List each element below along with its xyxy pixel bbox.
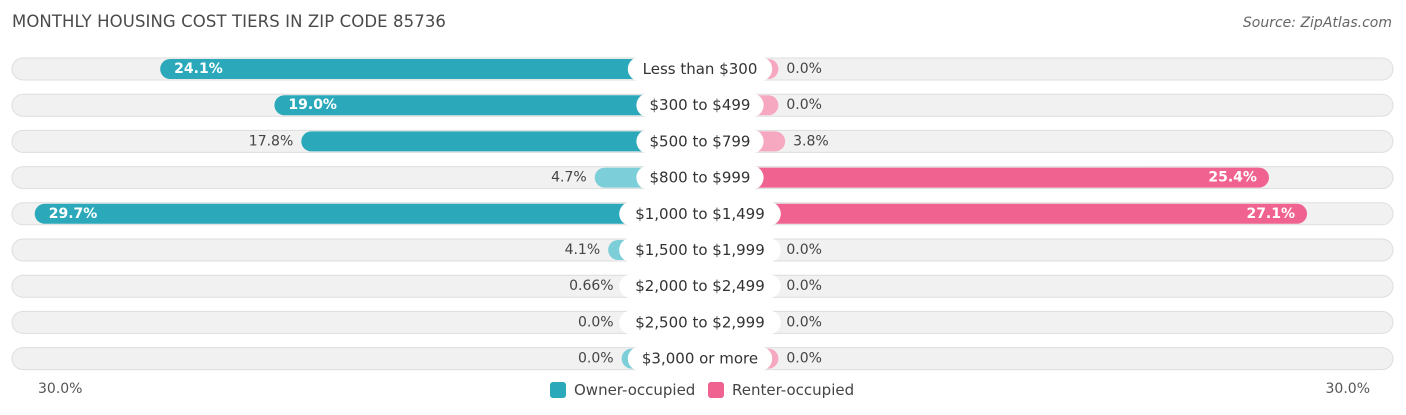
category-label: $1,500 to $1,999 — [635, 241, 765, 259]
renter-bar — [700, 167, 1269, 188]
category-label-background — [619, 310, 781, 335]
renter-value-label: 0.0% — [786, 278, 822, 294]
chart-title: MONTHLY HOUSING COST TIERS IN ZIP CODE 8… — [12, 12, 447, 31]
renter-value-label: 0.0% — [786, 242, 822, 258]
category-label-background — [636, 93, 764, 118]
category-label: $2,500 to $2,999 — [635, 313, 765, 331]
category-label-background — [636, 165, 764, 190]
category-label-background — [627, 57, 773, 81]
source-note: Source: ZipAtlas.com — [1242, 15, 1392, 31]
owner-value-label: 29.7% — [49, 206, 98, 222]
owner-value-label: 0.66% — [569, 278, 613, 294]
legend-owner-swatch — [550, 382, 566, 398]
renter-value-label: 3.8% — [793, 133, 829, 149]
owner-value-label: 17.8% — [249, 133, 293, 149]
chart-canvas: 24.1% 0.0% Less than $300 19.0% 0.0% $300 to … — [11, 57, 1394, 371]
legend-renter-label: Renter-occupied — [732, 381, 855, 399]
category-label: $800 to $999 — [650, 169, 751, 187]
category-label-background — [627, 346, 773, 371]
owner-value-label: 0.0% — [578, 351, 614, 367]
legend-owner: Owner-occupied — [550, 381, 695, 399]
legend: Owner-occupied Renter-occupied — [0, 379, 1406, 401]
legend-renter-swatch — [708, 382, 724, 398]
renter-value-label: 0.0% — [786, 97, 822, 113]
category-label-background — [636, 129, 764, 154]
category-label: $2,000 to $2,499 — [635, 277, 765, 295]
owner-bar — [34, 203, 701, 224]
axis-left-label: 30.0% — [38, 381, 83, 397]
renter-value-label: 0.0% — [786, 61, 822, 77]
owner-bar — [160, 59, 700, 79]
renter-value-label: 27.1% — [1246, 206, 1295, 222]
category-label-background — [619, 201, 781, 226]
renter-value-label: 0.0% — [786, 314, 822, 330]
owner-value-label: 19.0% — [288, 97, 337, 113]
axis-right-label: 30.0% — [1325, 381, 1370, 397]
legend-owner-label: Owner-occupied — [574, 381, 696, 399]
owner-bar — [301, 131, 700, 152]
owner-value-label: 0.0% — [578, 314, 614, 330]
owner-value-label: 4.1% — [565, 242, 601, 258]
renter-bar — [700, 203, 1308, 224]
renter-value-label: 25.4% — [1208, 170, 1257, 186]
renter-value-label: 0.0% — [786, 351, 822, 367]
category-label: Less than $300 — [643, 60, 758, 78]
category-label: $500 to $799 — [650, 132, 751, 150]
category-label-background — [619, 238, 781, 262]
owner-value-label: 4.7% — [551, 170, 587, 186]
category-label: $1,000 to $1,499 — [635, 205, 765, 223]
owner-value-label: 24.1% — [174, 61, 223, 77]
category-label: $300 to $499 — [650, 96, 751, 114]
category-label-background — [619, 274, 781, 299]
owner-bar — [274, 95, 700, 116]
category-label: $3,000 or more — [642, 350, 758, 368]
legend-renter: Renter-occupied — [708, 381, 854, 399]
